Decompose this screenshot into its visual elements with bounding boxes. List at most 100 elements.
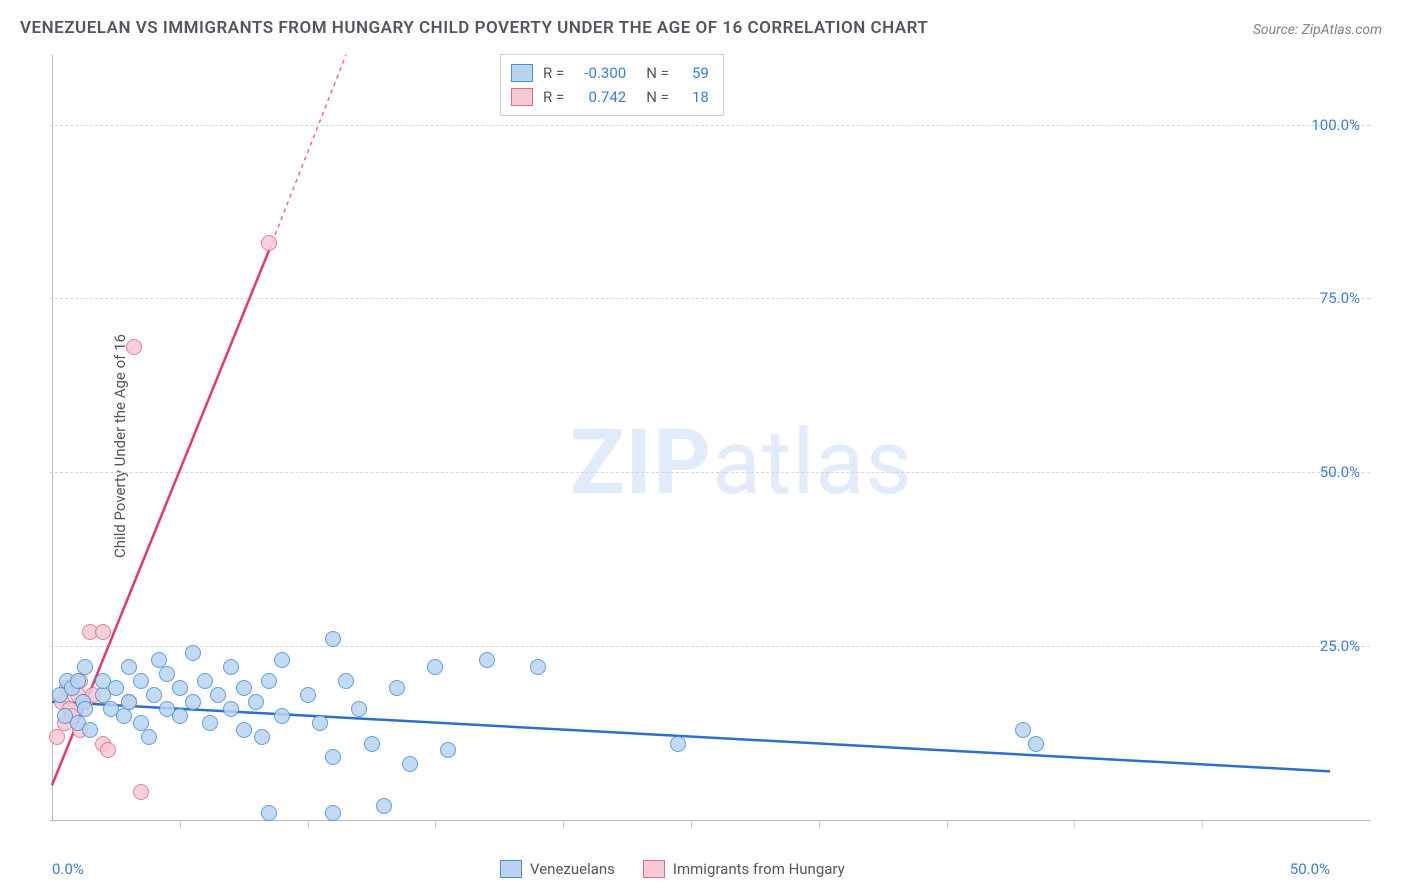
x-minor-tick [1202,820,1203,828]
x-minor-tick [563,820,564,828]
data-point [440,742,456,758]
data-point [116,708,132,724]
x-minor-tick [1074,820,1075,828]
series-legend: Venezuelans Immigrants from Hungary [500,860,845,878]
data-point [82,722,98,738]
data-point [261,673,277,689]
data-point [389,680,405,696]
r-value-2: 0.742 [574,85,626,109]
data-point [274,708,290,724]
data-point [1028,736,1044,752]
r-label: R = [543,85,564,109]
data-point [121,659,137,675]
data-point [236,680,252,696]
x-tick-label: 0.0% [52,860,84,878]
swatch-series1 [511,64,533,82]
n-value-2: 18 [679,85,709,109]
data-point [172,708,188,724]
x-minor-tick [180,820,181,828]
data-point [364,736,380,752]
gridline-h [50,646,1370,647]
swatch-series1 [500,860,522,878]
watermark: ZIPatlas [570,410,913,515]
data-point [77,659,93,675]
legend-item-series2: Immigrants from Hungary [643,860,845,878]
x-minor-tick [691,820,692,828]
data-point [402,756,418,772]
data-point [146,687,162,703]
data-point [126,339,142,355]
swatch-series2 [643,860,665,878]
data-point [95,624,111,640]
data-point [202,715,218,731]
gridline-h [50,298,1370,299]
data-point [479,652,495,668]
r-label: R = [543,61,564,85]
data-point [248,694,264,710]
data-point [70,673,86,689]
data-point [197,673,213,689]
data-point [300,687,316,703]
data-point [121,694,137,710]
legend-row-series2: R = 0.742 N = 18 [511,85,709,109]
swatch-series2 [511,88,533,106]
data-point [261,805,277,821]
data-point [351,701,367,717]
data-point [223,701,239,717]
source-attribution: Source: ZipAtlas.com [1253,22,1382,38]
x-minor-tick [308,820,309,828]
n-label: N = [646,61,669,85]
x-axis [50,820,1370,821]
n-label: N = [646,85,669,109]
y-tick-label: 50.0% [1320,463,1360,481]
data-point [133,673,149,689]
data-point [159,666,175,682]
watermark-bold: ZIP [570,410,712,515]
legend-row-series1: R = -0.300 N = 59 [511,61,709,85]
data-point [108,680,124,696]
data-point [427,659,443,675]
chart-title: VENEZUELAN VS IMMIGRANTS FROM HUNGARY CH… [20,18,928,38]
y-tick-label: 75.0% [1320,289,1360,307]
data-point [1015,722,1031,738]
data-point [185,645,201,661]
data-point [325,805,341,821]
data-point [77,701,93,717]
data-point [210,687,226,703]
data-point [261,235,277,251]
correlation-legend: R = -0.300 N = 59 R = 0.742 N = 18 [500,54,724,116]
gridline-h [50,125,1370,126]
r-value-1: -0.300 [574,61,626,85]
data-point [141,729,157,745]
x-minor-tick [947,820,948,828]
x-minor-tick [819,820,820,828]
legend-item-series1: Venezuelans [500,860,615,878]
data-point [185,694,201,710]
data-point [236,722,252,738]
data-point [49,729,65,745]
data-point [133,784,149,800]
data-point [530,659,546,675]
x-minor-tick [435,820,436,828]
data-point [325,631,341,647]
data-point [100,742,116,758]
watermark-light: atlas [712,410,913,515]
data-point [338,673,354,689]
data-point [274,652,290,668]
data-point [223,659,239,675]
gridline-h [50,472,1370,473]
data-point [172,680,188,696]
data-point [254,729,270,745]
legend-label-2: Immigrants from Hungary [673,860,845,878]
x-tick-label: 50.0% [1290,860,1330,878]
chart-plot-area: ZIPatlas 25.0%50.0%75.0%100.0%0.0%50.0% [50,50,1370,850]
y-tick-label: 25.0% [1320,637,1360,655]
n-value-1: 59 [679,61,709,85]
data-point [376,798,392,814]
y-tick-label: 100.0% [1311,116,1360,134]
data-point [312,715,328,731]
y-axis [52,55,53,820]
data-point [670,736,686,752]
data-point [325,749,341,765]
legend-label-1: Venezuelans [530,860,615,878]
